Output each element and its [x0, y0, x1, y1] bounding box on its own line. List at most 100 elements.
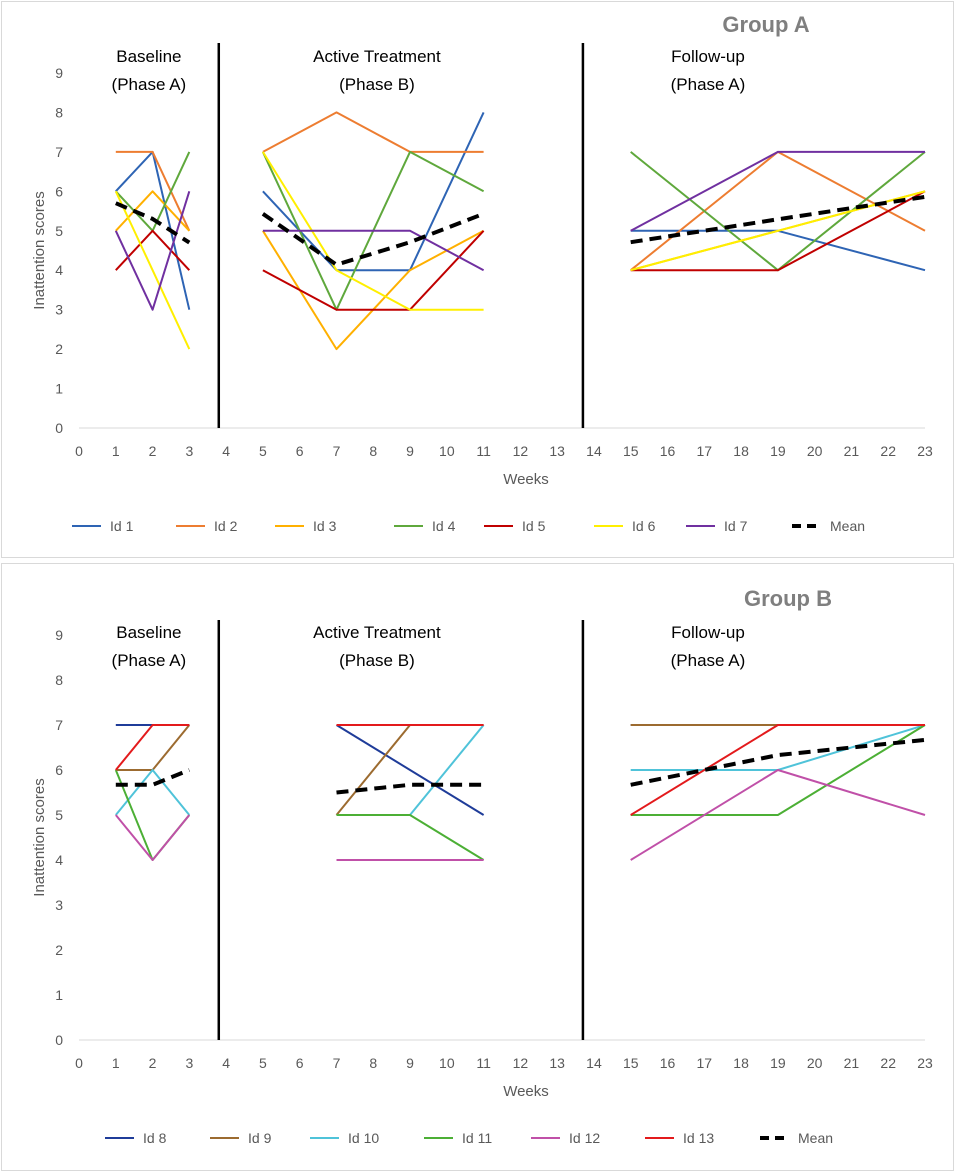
group-b-x-tick-label: 15 — [623, 1055, 639, 1071]
group-b-series-id-10-line — [115, 769, 191, 816]
group-b-legend-label: Id 9 — [248, 1130, 272, 1146]
group-b-series-id-9-line — [115, 724, 191, 771]
group-b-x-tick-label: 4 — [222, 1055, 230, 1071]
group-a-series-id-7-line — [262, 229, 485, 272]
group-a-x-tick-label: 0 — [75, 443, 83, 459]
group-a-legend-label: Id 3 — [313, 518, 337, 534]
group-a-y-tick-label: 2 — [55, 341, 63, 357]
group-a-x-tick-label: 18 — [733, 443, 749, 459]
group-b-legend-label: Id 13 — [683, 1130, 714, 1146]
group-a-legend-label: Id 4 — [432, 518, 456, 534]
group-b-phase-sublabel: (Phase A) — [671, 651, 746, 670]
group-a-series-id-1-line — [262, 111, 485, 272]
group-a-legend-label: Id 5 — [522, 518, 546, 534]
group-b-x-tick-label: 6 — [296, 1055, 304, 1071]
group-b-x-tick-label: 19 — [770, 1055, 786, 1071]
group-a-phase-sublabel: (Phase A) — [671, 75, 746, 94]
group-b-y-tick-label: 0 — [55, 1032, 63, 1048]
group-a-series-id-4-line — [630, 151, 926, 272]
group-a-x-tick-label: 4 — [222, 443, 230, 459]
group-a-x-tick-label: 20 — [807, 443, 823, 459]
group-a-x-tick-label: 6 — [296, 443, 304, 459]
group-a-panel — [1, 1, 954, 558]
group-a-y-tick-label: 9 — [55, 65, 63, 81]
group-a-y-tick-label: 8 — [55, 104, 63, 120]
group-b-x-tick-label: 8 — [369, 1055, 377, 1071]
group-b-x-tick-label: 5 — [259, 1055, 267, 1071]
group-a-x-tick-label: 3 — [185, 443, 193, 459]
group-b-series-id-12-line — [115, 814, 191, 861]
group-b-legend-label: Id 10 — [348, 1130, 379, 1146]
group-a-x-tick-label: 8 — [369, 443, 377, 459]
group-b-x-tick-label: 1 — [112, 1055, 120, 1071]
group-a-y-tick-label: 1 — [55, 381, 63, 397]
group-b-phase-label: Active Treatment — [313, 623, 441, 642]
group-b-x-tick-label: 22 — [880, 1055, 896, 1071]
group-b-chart-title: Group B — [744, 586, 832, 611]
group-a-x-axis-title: Weeks — [503, 471, 549, 488]
group-a-legend-label: Id 1 — [110, 518, 134, 534]
group-a-phase-sublabel: (Phase A) — [112, 75, 187, 94]
group-a-series-id-2-line — [630, 150, 926, 271]
group-b-x-tick-label: 14 — [586, 1055, 602, 1071]
group-a-series-id-2-line — [262, 111, 484, 153]
group-a-phase-label: Baseline — [116, 47, 181, 66]
group-b-x-tick-label: 3 — [185, 1055, 193, 1071]
group-b-x-tick-label: 21 — [844, 1055, 860, 1071]
group-b-legend-label: Id 11 — [462, 1130, 492, 1146]
group-b-phase-label: Baseline — [116, 623, 181, 642]
group-a-y-axis-title: Inattention scores — [31, 191, 48, 309]
group-a-x-tick-label: 14 — [586, 443, 602, 459]
group-a-x-tick-label: 5 — [259, 443, 267, 459]
group-b-x-tick-label: 12 — [513, 1055, 529, 1071]
group-b-y-tick-label: 7 — [55, 717, 63, 733]
group-a-chart-title: Group A — [722, 12, 809, 37]
group-b-phase-sublabel: (Phase A) — [112, 651, 187, 670]
group-a-phase-label: Active Treatment — [313, 47, 441, 66]
group-a-series-id-5-line — [262, 230, 485, 311]
group-a-series-mean-line — [261, 211, 485, 267]
group-b-legend-label: Id 8 — [143, 1130, 167, 1146]
group-b-x-tick-label: 17 — [697, 1055, 713, 1071]
group-b-panel — [1, 563, 954, 1171]
group-b-series-mean-line — [115, 768, 191, 787]
group-a-series-id-7-line — [630, 150, 925, 232]
group-b-x-tick-label: 10 — [439, 1055, 455, 1071]
group-b-phase-label: Follow-up — [671, 623, 745, 642]
group-a-x-tick-label: 2 — [149, 443, 157, 459]
group-b-y-tick-label: 9 — [55, 627, 63, 643]
group-b-series-id-12-line — [630, 769, 926, 861]
group-b-x-tick-label: 2 — [149, 1055, 157, 1071]
group-a-y-tick-label: 6 — [55, 183, 63, 199]
group-a-x-tick-label: 1 — [112, 443, 120, 459]
group-a-series-id-5-line — [630, 190, 926, 272]
group-b-x-axis-title: Weeks — [503, 1083, 549, 1100]
group-a-legend-label: Id 6 — [632, 518, 656, 534]
group-b-phase-sublabel: (Phase B) — [339, 651, 415, 670]
group-b-y-tick-label: 2 — [55, 942, 63, 958]
group-b-x-tick-label: 20 — [807, 1055, 823, 1071]
group-a-series-mean-line — [115, 201, 191, 245]
group-a-x-tick-label: 23 — [917, 443, 933, 459]
group-a-x-tick-label: 19 — [770, 443, 786, 459]
group-b-x-tick-label: 23 — [917, 1055, 933, 1071]
group-a-legend-label: Id 7 — [724, 518, 748, 534]
group-b-series-id-13-line — [630, 724, 925, 816]
group-a-series-id-6-line — [114, 190, 191, 350]
group-a-legend-label: Id 2 — [214, 518, 238, 534]
group-b-series-id-11-line — [630, 724, 926, 816]
group-a-series-mean-line — [630, 194, 926, 245]
group-b-x-tick-label: 7 — [333, 1055, 341, 1071]
group-a-x-tick-label: 11 — [476, 443, 491, 459]
group-a-y-tick-label: 5 — [55, 223, 63, 239]
group-b-series-id-10-line — [409, 724, 485, 816]
group-b-series-mean-line — [336, 782, 484, 795]
group-b-x-tick-label: 9 — [406, 1055, 414, 1071]
group-b-series-id-13-line — [115, 724, 190, 771]
group-b-legend-label: Id 12 — [569, 1130, 600, 1146]
group-a-y-tick-label: 7 — [55, 144, 63, 160]
group-b-legend-label: Mean — [798, 1130, 833, 1146]
group-a-legend-label: Mean — [830, 518, 865, 534]
